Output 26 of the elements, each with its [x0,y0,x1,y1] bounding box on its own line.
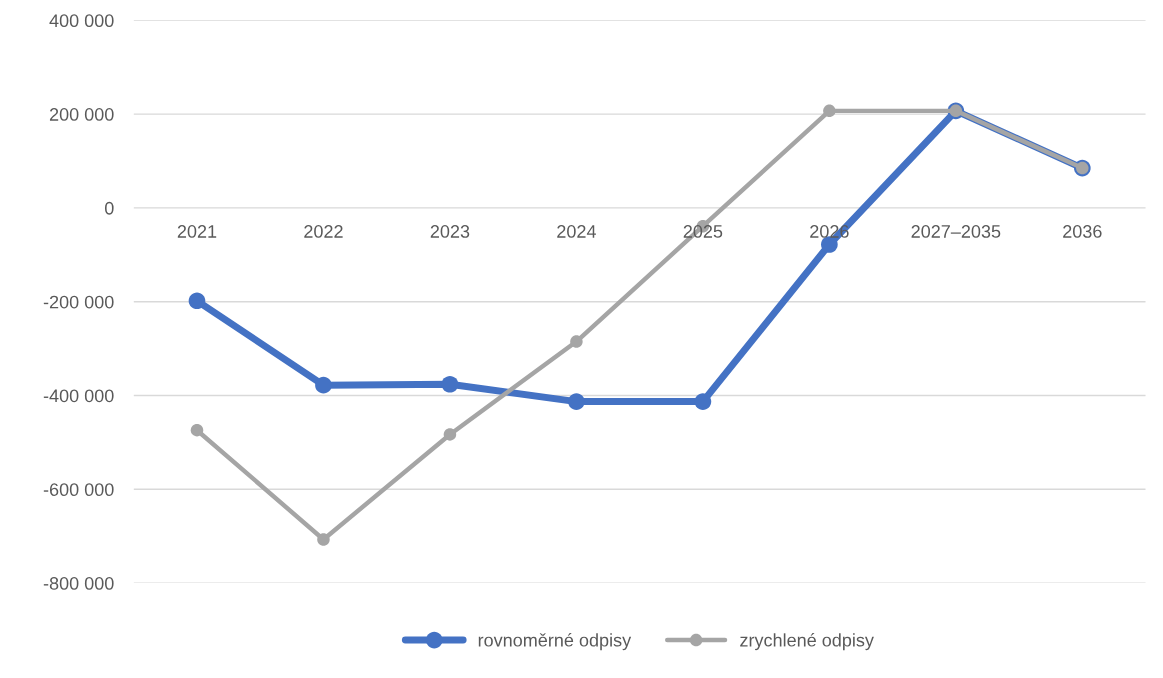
x-tick-label: 2023 [430,225,470,238]
point [570,335,583,348]
x-tick-label: 2022 [304,225,343,238]
y-tick-label: -200 000 [43,295,114,309]
point [694,393,712,410]
y-tick-label: 200 000 [49,108,114,121]
legend-label: rovnoměrné odpisy [478,633,632,651]
y-tick-label: -600 000 [43,483,114,497]
x-tick-label: 2024 [557,225,596,238]
point [315,376,332,394]
x-tick-label: 2027–2035 [911,225,1001,238]
point [443,428,457,441]
point [190,423,204,437]
point [441,375,459,393]
y-tick-label: -400 000 [43,389,114,403]
point [823,104,836,118]
point [188,292,206,310]
point [317,533,330,546]
x-tick-label: 2036 [1063,225,1102,238]
point [568,393,585,410]
y-tick-label: 0 [104,201,114,215]
legend-label: zrychlené odpisy [740,633,874,651]
y-tick-label: -800 000 [43,577,114,590]
x-tick-label: 2021 [177,225,217,238]
x-tick-label: 2025 [683,225,723,238]
y-tick-label: 400 000 [49,14,114,28]
